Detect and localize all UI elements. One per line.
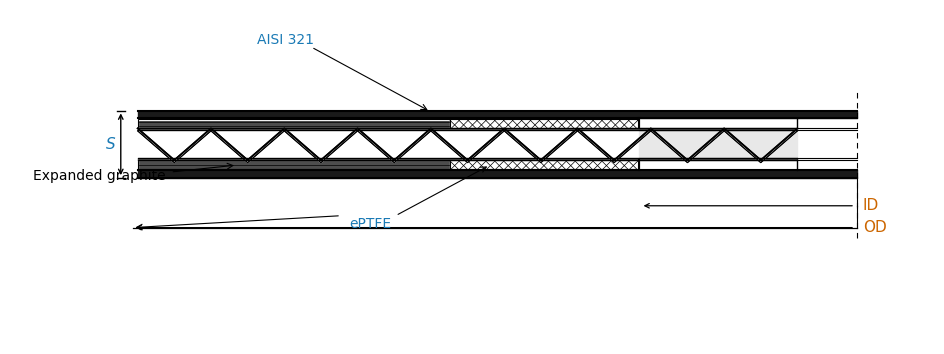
Text: AISI 321: AISI 321 bbox=[257, 33, 313, 47]
Polygon shape bbox=[284, 129, 321, 162]
Polygon shape bbox=[577, 129, 614, 162]
Bar bbox=[449, 119, 638, 129]
Polygon shape bbox=[174, 129, 211, 162]
Text: ID: ID bbox=[862, 198, 878, 213]
Text: S: S bbox=[106, 137, 115, 152]
Polygon shape bbox=[686, 129, 723, 162]
Text: OD: OD bbox=[862, 220, 885, 235]
Polygon shape bbox=[467, 129, 504, 162]
Bar bbox=[138, 119, 449, 129]
Polygon shape bbox=[247, 129, 284, 162]
Polygon shape bbox=[430, 129, 467, 162]
Bar bbox=[449, 160, 638, 169]
Text: ePTFE: ePTFE bbox=[349, 217, 392, 231]
Polygon shape bbox=[138, 129, 174, 162]
Polygon shape bbox=[540, 129, 577, 162]
Polygon shape bbox=[614, 129, 650, 162]
Polygon shape bbox=[504, 129, 540, 162]
Polygon shape bbox=[723, 129, 760, 162]
Polygon shape bbox=[650, 129, 686, 162]
Polygon shape bbox=[211, 129, 247, 162]
Polygon shape bbox=[760, 129, 797, 162]
Polygon shape bbox=[357, 129, 394, 162]
Text: Expanded graphite: Expanded graphite bbox=[33, 169, 166, 183]
Polygon shape bbox=[394, 129, 430, 162]
Polygon shape bbox=[321, 129, 357, 162]
Bar bbox=[138, 160, 449, 169]
